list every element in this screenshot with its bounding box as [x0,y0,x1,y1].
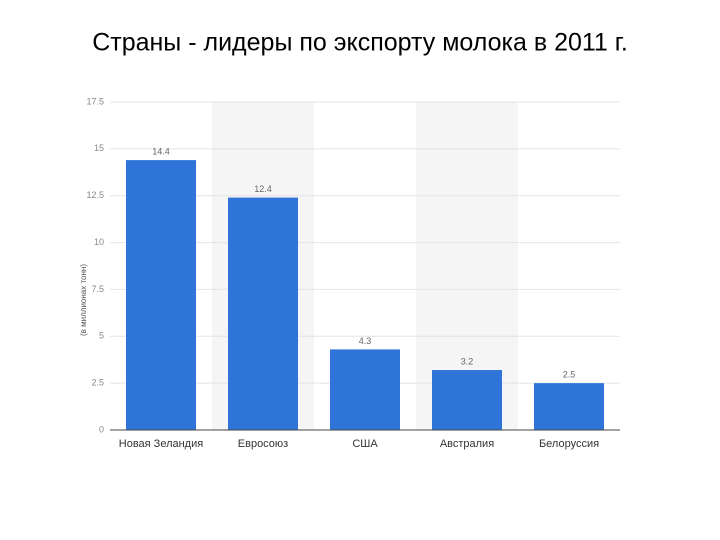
value-label: 2.5 [563,370,576,380]
x-tick-label: Австралия [440,438,494,450]
chart-title: Страны - лидеры по экспорту молока в 201… [92,29,628,57]
x-tick-label: Евросоюз [238,438,288,450]
y-tick-label: 12.5 [86,190,104,200]
bar [432,370,502,430]
x-tick-label: Новая Зеландия [119,438,203,450]
x-tick-label: Белоруссия [539,438,599,450]
y-tick-label: 10 [94,237,104,247]
value-label: 3.2 [461,356,474,366]
bar [534,383,604,430]
y-axis-label: (в миллионах тонн) [79,264,88,336]
value-label: 4.3 [359,336,372,346]
x-tick-label: США [352,438,378,450]
y-tick-label: 2.5 [91,378,104,388]
y-tick-label: 7.5 [91,284,104,294]
y-tick-label: 0 [99,424,104,434]
y-tick-label: 17.5 [86,96,104,106]
bar [126,160,196,431]
bar [330,349,400,430]
bar [228,197,298,430]
value-label: 14.4 [152,146,170,156]
y-tick-label: 15 [94,143,104,153]
y-tick-label: 5 [99,331,104,341]
value-label: 12.4 [254,184,272,194]
